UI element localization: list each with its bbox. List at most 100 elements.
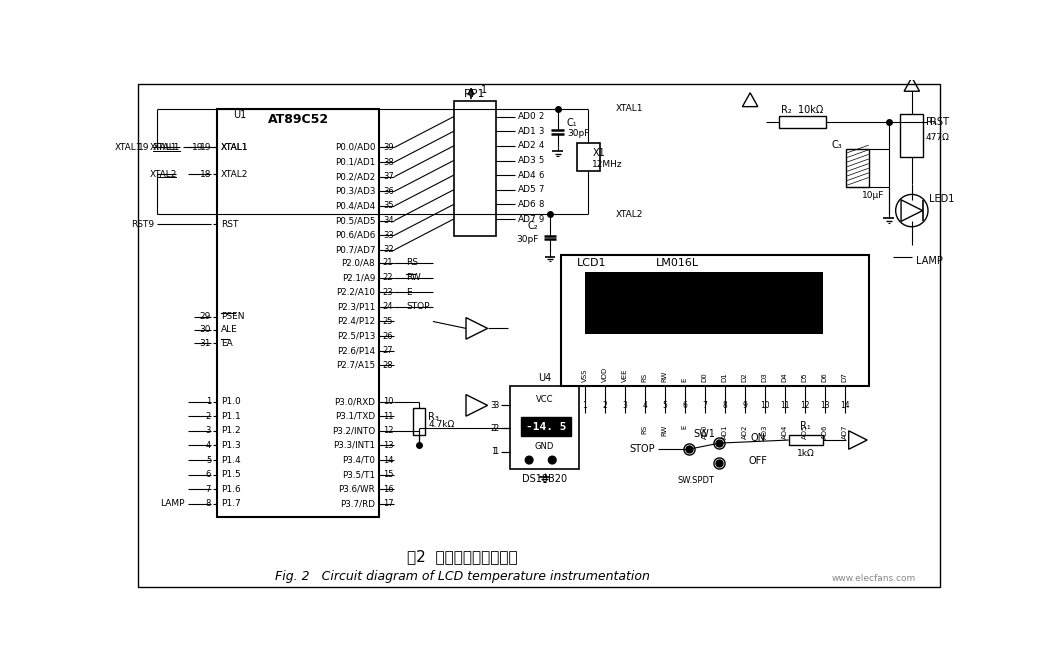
Text: XTAL1: XTAL1 <box>221 143 248 152</box>
Text: LM016L: LM016L <box>655 258 699 268</box>
Text: 7: 7 <box>703 401 707 410</box>
Text: D2: D2 <box>742 373 748 382</box>
Text: RW: RW <box>406 273 421 282</box>
Text: XTAL1: XTAL1 <box>149 143 177 152</box>
Text: P0.5/AD5: P0.5/AD5 <box>335 216 376 225</box>
Text: 12: 12 <box>801 401 810 410</box>
Text: 图2  液晶温度显示器电路: 图2 液晶温度显示器电路 <box>407 550 518 564</box>
Text: 26: 26 <box>383 331 393 341</box>
Text: P2.2/A10: P2.2/A10 <box>337 288 376 297</box>
Text: 19: 19 <box>138 143 149 152</box>
Text: AD3: AD3 <box>762 425 768 439</box>
Text: 6: 6 <box>683 401 687 410</box>
Bar <box>901 114 924 157</box>
Text: 2: 2 <box>602 401 607 410</box>
Text: ALE: ALE <box>221 325 238 335</box>
Text: 3: 3 <box>622 401 627 410</box>
Text: 36: 36 <box>383 187 393 196</box>
Text: U4: U4 <box>538 373 551 383</box>
Text: C₂: C₂ <box>528 221 539 231</box>
Text: P0.2/AD2: P0.2/AD2 <box>335 172 376 181</box>
Text: RW: RW <box>662 425 668 436</box>
Text: AD0: AD0 <box>518 112 537 121</box>
Text: 13: 13 <box>383 441 393 450</box>
Text: 1: 1 <box>582 401 587 410</box>
Text: P1.5: P1.5 <box>221 470 241 479</box>
Text: 5: 5 <box>662 401 667 410</box>
Text: P3.1/TXD: P3.1/TXD <box>335 412 376 421</box>
Text: U1: U1 <box>232 110 246 120</box>
Text: P0.6/AD6: P0.6/AD6 <box>335 230 376 240</box>
Text: 3: 3 <box>493 401 499 410</box>
Text: AD0: AD0 <box>702 425 708 439</box>
Text: 38: 38 <box>383 157 393 167</box>
Text: 19: 19 <box>191 143 203 152</box>
Text: P1.1: P1.1 <box>221 412 241 421</box>
Text: 28: 28 <box>383 361 393 370</box>
Text: ON: ON <box>750 433 765 443</box>
Text: 39: 39 <box>383 143 393 152</box>
Text: XTAL2: XTAL2 <box>149 170 177 179</box>
Text: P3.0/RXD: P3.0/RXD <box>335 397 376 406</box>
Text: 16: 16 <box>383 485 393 494</box>
Text: D4: D4 <box>782 373 788 382</box>
Text: LED1: LED1 <box>929 194 954 204</box>
Text: 7: 7 <box>539 185 544 195</box>
Text: 12MHz: 12MHz <box>592 160 623 169</box>
Bar <box>780 116 826 128</box>
Text: 32: 32 <box>383 246 393 254</box>
Text: 8: 8 <box>539 200 544 209</box>
Text: 33: 33 <box>383 230 393 240</box>
Text: 4: 4 <box>642 401 647 410</box>
Text: 6: 6 <box>539 171 544 180</box>
Text: VDD: VDD <box>602 367 608 382</box>
Text: AD3: AD3 <box>518 156 537 165</box>
Text: 11: 11 <box>780 401 790 410</box>
Text: 19: 19 <box>200 143 211 152</box>
Text: 34: 34 <box>383 216 393 225</box>
Text: RW: RW <box>662 371 668 382</box>
Text: 30: 30 <box>200 325 211 335</box>
Text: P1.3: P1.3 <box>221 441 241 450</box>
Text: -14. 5: -14. 5 <box>526 422 567 432</box>
Text: VSS: VSS <box>582 369 588 382</box>
Text: P1.2: P1.2 <box>221 426 241 436</box>
Bar <box>218 109 379 517</box>
Text: LCD1: LCD1 <box>576 258 606 268</box>
Text: 10: 10 <box>383 397 393 406</box>
Text: AD6: AD6 <box>822 425 828 439</box>
Text: 30pF: 30pF <box>515 234 539 244</box>
Text: PSEN: PSEN <box>221 312 245 321</box>
Text: DS18B20: DS18B20 <box>522 473 567 483</box>
Text: 25: 25 <box>383 317 393 326</box>
Text: X1: X1 <box>592 148 605 158</box>
Text: 23: 23 <box>383 288 393 297</box>
Text: 9: 9 <box>743 401 747 410</box>
Text: 4.7kΩ: 4.7kΩ <box>428 420 454 429</box>
Text: RST9: RST9 <box>132 220 155 229</box>
Text: P0.7/AD7: P0.7/AD7 <box>335 246 376 254</box>
Text: P0.4/AD4: P0.4/AD4 <box>335 201 376 210</box>
Text: 10μF: 10μF <box>862 191 884 200</box>
Text: P2.4/P12: P2.4/P12 <box>337 317 376 326</box>
Text: 21: 21 <box>383 258 393 268</box>
Bar <box>453 101 497 236</box>
Text: E: E <box>682 425 688 429</box>
Text: EA: EA <box>221 339 232 347</box>
Text: P2.5/P13: P2.5/P13 <box>337 331 376 341</box>
Text: 7: 7 <box>206 485 211 494</box>
Text: SW.SPDT: SW.SPDT <box>677 475 714 485</box>
Text: 5: 5 <box>539 156 544 165</box>
Text: 2: 2 <box>493 424 499 433</box>
Text: XTAL1: XTAL1 <box>615 104 643 114</box>
Bar <box>412 408 425 435</box>
Text: XTAL2: XTAL2 <box>615 210 643 219</box>
Bar <box>562 255 870 386</box>
Text: XTAL1: XTAL1 <box>153 143 180 152</box>
Text: P3.4/T0: P3.4/T0 <box>342 456 376 465</box>
Text: E: E <box>682 378 688 382</box>
Text: RS: RS <box>642 373 648 382</box>
Text: D6: D6 <box>822 373 828 382</box>
Text: C₃: C₃ <box>832 140 843 150</box>
Text: R₂  10kΩ: R₂ 10kΩ <box>782 105 824 115</box>
